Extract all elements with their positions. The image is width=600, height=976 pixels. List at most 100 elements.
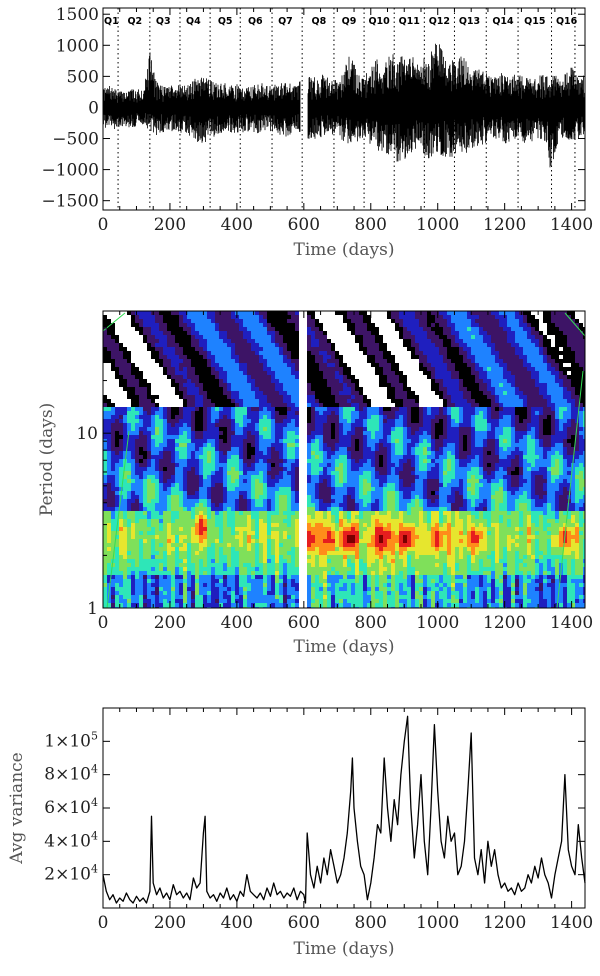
wavelet-cell <box>239 355 244 360</box>
wavelet-cell <box>103 315 108 320</box>
wavelet-cell <box>535 403 540 408</box>
wavelet-cell <box>143 399 148 404</box>
wavelet-cell <box>339 339 344 344</box>
wavelet-cell <box>419 407 424 412</box>
wavelet-cell <box>559 367 564 372</box>
wavelet-cell <box>543 323 548 328</box>
wavelet-cell <box>479 407 484 412</box>
wavelet-cell <box>295 439 300 444</box>
wavelet-cell <box>123 403 128 408</box>
wavelet-cell <box>199 339 204 344</box>
wavelet-cell <box>295 419 300 424</box>
wavelet-cell <box>387 367 392 372</box>
wavelet-cell <box>355 415 360 420</box>
wavelet-cell <box>167 359 172 364</box>
wavelet-cell <box>179 467 184 472</box>
wavelet-cell <box>483 403 488 408</box>
wavelet-cell <box>479 347 484 352</box>
wavelet-cell <box>359 451 364 456</box>
wavelet-cell <box>295 383 300 388</box>
wavelet-cell <box>343 327 348 332</box>
wavelet-cell <box>215 367 220 372</box>
wavelet-cell <box>343 343 348 348</box>
wavelet-cell <box>467 315 472 320</box>
wavelet-cell <box>343 371 348 376</box>
wavelet-cell <box>279 459 284 464</box>
wavelet-cell <box>455 343 460 348</box>
wavelet-cell <box>507 463 512 468</box>
wavelet-cell <box>403 335 408 340</box>
wavelet-cell <box>439 311 444 316</box>
wavelet-cell <box>443 367 448 372</box>
wavelet-cell <box>163 383 168 388</box>
wavelet-cell <box>215 335 220 340</box>
wavelet-cell <box>103 383 108 388</box>
wavelet-cell <box>443 383 448 388</box>
wavelet-cell <box>519 407 524 412</box>
wavelet-cell <box>199 451 204 456</box>
wavelet-cell <box>311 343 316 348</box>
wavelet-cell <box>319 439 324 444</box>
wavelet-cell <box>391 407 396 412</box>
wavelet-cell <box>167 423 172 428</box>
wavelet-cell <box>119 439 124 444</box>
wavelet-cell <box>583 371 585 376</box>
wavelet-cell <box>391 339 396 344</box>
wavelet-cell <box>191 391 196 396</box>
wavelet-cell <box>539 391 544 396</box>
wavelet-cell <box>327 379 332 384</box>
wavelet-cell <box>231 459 236 464</box>
wavelet-cell <box>467 319 472 324</box>
wavelet-cell <box>243 343 248 348</box>
wavelet-cell <box>347 435 352 440</box>
wavelet-cell <box>239 363 244 368</box>
wavelet-cell <box>547 431 552 436</box>
wavelet-cell <box>287 383 292 388</box>
wavelet-cell <box>331 323 336 328</box>
wavelet-cell <box>295 411 300 416</box>
wavelet-cell <box>315 403 320 408</box>
wavelet-cell <box>387 335 392 340</box>
wavelet-cell <box>115 383 120 388</box>
wavelet-cell <box>163 471 168 476</box>
wavelet-cell <box>255 443 260 448</box>
wavelet-cell <box>351 447 356 452</box>
wavelet-cell <box>471 423 476 428</box>
wavelet-cell <box>539 343 544 348</box>
wavelet-cell <box>391 351 396 356</box>
wavelet-cell <box>219 427 224 432</box>
wavelet-cell <box>103 343 108 348</box>
wavelet-cell <box>175 455 180 460</box>
wavelet-cell <box>431 391 436 396</box>
wavelet-cell <box>247 371 252 376</box>
wavelet-cell <box>315 447 320 452</box>
wavelet-cell <box>203 375 208 380</box>
wavelet-cell <box>379 467 384 472</box>
wavelet-cell <box>231 375 236 380</box>
wavelet-cell <box>447 375 452 380</box>
wavelet-cell <box>571 371 576 376</box>
wavelet-cell <box>451 467 456 472</box>
wavelet-cell <box>195 403 200 408</box>
wavelet-cell <box>203 403 208 408</box>
wavelet-cell <box>163 343 168 348</box>
wavelet-cell <box>159 363 164 368</box>
wavelet-cell <box>551 443 556 448</box>
wavelet-cell <box>283 447 288 452</box>
wavelet-cell <box>207 311 212 316</box>
wavelet-cell <box>571 399 576 404</box>
wavelet-cell <box>335 347 340 352</box>
wavelet-cell <box>423 371 428 376</box>
wavelet-cell <box>127 375 132 380</box>
wavelet-cell <box>275 467 280 472</box>
wavelet-cell <box>175 327 180 332</box>
wavelet-cell <box>123 415 128 420</box>
wavelet-cell <box>263 347 268 352</box>
wavelet-cell <box>143 311 148 316</box>
wavelet-cell <box>251 415 256 420</box>
wavelet-cell <box>347 387 352 392</box>
wavelet-cell <box>379 327 384 332</box>
wavelet-cell <box>355 363 360 368</box>
wavelet-cell <box>187 363 192 368</box>
wavelet-cell <box>223 399 228 404</box>
